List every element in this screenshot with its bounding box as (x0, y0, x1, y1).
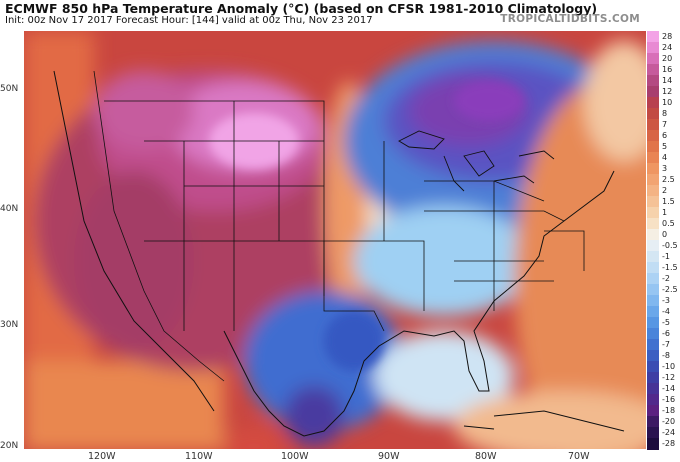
colorbar-segment (647, 251, 659, 263)
brand-watermark: TROPICALTIDBITS.COM (500, 13, 640, 25)
colorbar-label: -16 (662, 394, 676, 404)
colorbar-label: -2 (662, 273, 670, 283)
lat-label-20n: 20N (0, 441, 19, 451)
colorbar-label: 6 (662, 130, 668, 140)
colorbar-label: 3 (662, 163, 668, 173)
lon-label-70w: 70W (568, 451, 590, 462)
lon-label-120w: 120W (88, 451, 116, 462)
colorbar-segment (647, 284, 659, 296)
colorbar-label: -24 (662, 427, 676, 437)
colorbar-segment (647, 328, 659, 340)
colorbar-segment (647, 262, 659, 274)
colorbar-segment (647, 31, 659, 43)
temperature-anomaly-map (24, 31, 646, 449)
colorbar-label: 14 (662, 75, 673, 85)
colorbar-segment (647, 75, 659, 87)
colorbar-label: -28 (662, 438, 676, 448)
colorbar-segment (647, 53, 659, 65)
lon-label-110w: 110W (185, 451, 213, 462)
colorbar-label: -0.5 (662, 240, 678, 250)
map-subtitle: Init: 00z Nov 17 2017 Forecast Hour: [14… (5, 15, 373, 26)
colorbar-segment (647, 361, 659, 373)
anomaly-field (24, 31, 646, 449)
colorbar-label: -2.5 (662, 284, 678, 294)
colorbar-label: -1 (662, 251, 670, 261)
colorbar-label: 24 (662, 42, 673, 52)
colorbar-label: 16 (662, 64, 673, 74)
colorbar-segment (647, 229, 659, 241)
lat-label-30n: 30N (0, 320, 19, 330)
colorbar-label: -8 (662, 350, 670, 360)
colorbar-label: -7 (662, 339, 670, 349)
colorbar-segment (647, 240, 659, 252)
colorbar-label: 5 (662, 141, 668, 151)
colorbar (647, 31, 659, 450)
coastlines (53, 70, 625, 437)
colorbar-segment (647, 273, 659, 285)
colorbar-segment (647, 119, 659, 131)
colorbar-segment (647, 339, 659, 351)
colorbar-label: -12 (662, 372, 676, 382)
lat-label-50n: 50N (0, 84, 19, 94)
colorbar-label: -5 (662, 317, 670, 327)
lon-label-100w: 100W (281, 451, 309, 462)
colorbar-segment (647, 42, 659, 54)
colorbar-label: 0.5 (662, 218, 675, 228)
colorbar-label: 10 (662, 97, 673, 107)
colorbar-segment (647, 218, 659, 230)
colorbar-label: 28 (662, 31, 673, 41)
colorbar-label: -6 (662, 328, 670, 338)
colorbar-label: -4 (662, 306, 670, 316)
lon-label-80w: 80W (475, 451, 497, 462)
colorbar-segment (647, 427, 659, 439)
colorbar-label: 1.5 (662, 196, 675, 206)
colorbar-label: -3 (662, 295, 670, 305)
colorbar-label: 20 (662, 53, 673, 63)
colorbar-label: 2.5 (662, 174, 675, 184)
colorbar-segment (647, 108, 659, 120)
lon-label-90w: 90W (378, 451, 400, 462)
colorbar-segment (647, 317, 659, 329)
colorbar-label: 12 (662, 86, 673, 96)
great-lakes (398, 130, 555, 192)
colorbar-segment (647, 196, 659, 208)
colorbar-label: 1 (662, 207, 668, 217)
colorbar-segment (647, 405, 659, 417)
colorbar-segment (647, 372, 659, 384)
header: ECMWF 850 hPa Temperature Anomaly (°C) (… (0, 0, 680, 28)
map-title: ECMWF 850 hPa Temperature Anomaly (°C) (… (5, 1, 598, 16)
colorbar-segment (647, 295, 659, 307)
lat-label-40n: 40N (0, 204, 19, 214)
colorbar-segment (647, 97, 659, 109)
colorbar-label: -10 (662, 361, 676, 371)
colorbar-label: 4 (662, 152, 668, 162)
colorbar-segment (647, 383, 659, 395)
colorbar-label: -14 (662, 383, 676, 393)
colorbar-segment (647, 416, 659, 428)
colorbar-segment (647, 306, 659, 318)
colorbar-segment (647, 64, 659, 76)
state-borders (93, 70, 585, 382)
colorbar-segment (647, 86, 659, 98)
colorbar-label: 2 (662, 185, 668, 195)
colorbar-segment (647, 207, 659, 219)
colorbar-label: 0 (662, 229, 668, 239)
colorbar-segment (647, 394, 659, 406)
colorbar-segment (647, 174, 659, 186)
colorbar-segment (647, 438, 659, 450)
colorbar-label: 7 (662, 119, 668, 129)
colorbar-label: 8 (662, 108, 668, 118)
colorbar-segment (647, 130, 659, 142)
colorbar-segment (647, 152, 659, 164)
colorbar-segment (647, 185, 659, 197)
colorbar-segment (647, 350, 659, 362)
colorbar-segment (647, 163, 659, 175)
colorbar-label: -1.5 (662, 262, 678, 272)
colorbar-label: -20 (662, 416, 676, 426)
colorbar-label: -18 (662, 405, 676, 415)
colorbar-segment (647, 141, 659, 153)
